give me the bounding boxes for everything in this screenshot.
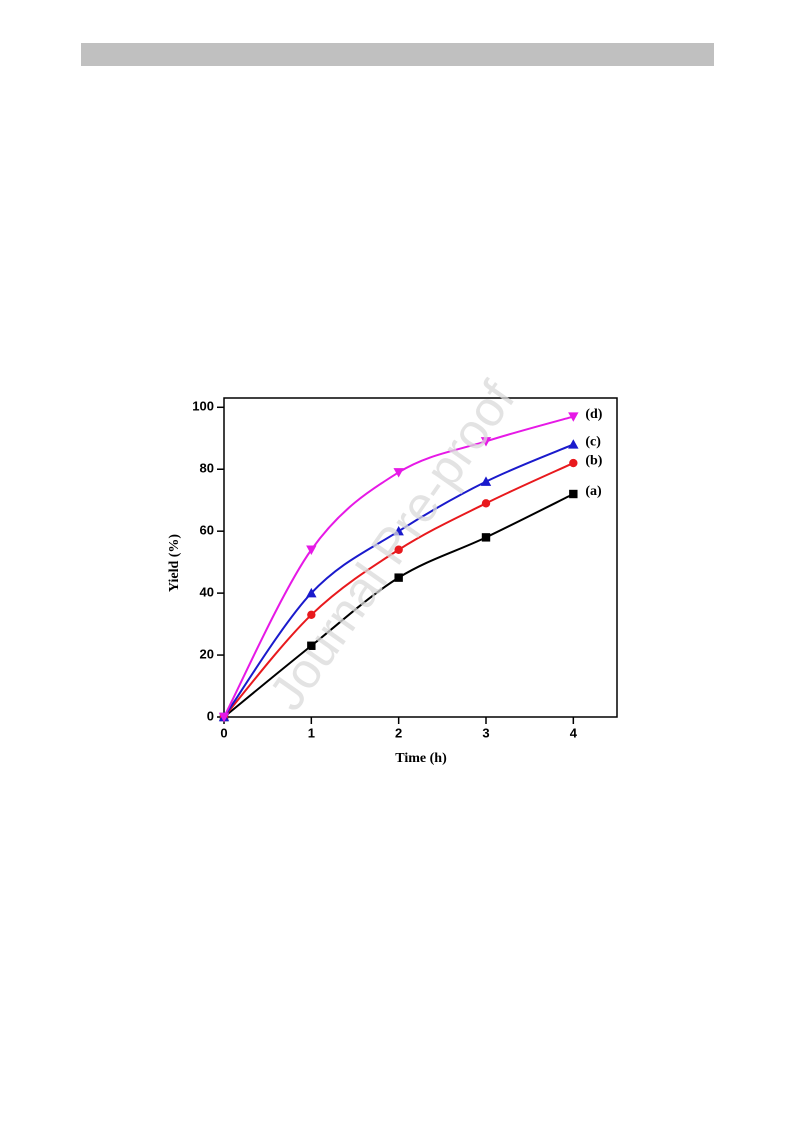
y-tick-label: 0 <box>207 708 214 723</box>
series-label: (c) <box>585 435 601 450</box>
marker <box>480 437 492 447</box>
marker <box>569 489 578 499</box>
header-bar <box>81 43 714 66</box>
marker <box>481 499 491 508</box>
series-label: (b) <box>585 453 602 468</box>
marker <box>218 712 230 723</box>
series-line <box>223 462 574 718</box>
marker <box>568 439 579 449</box>
marker <box>481 533 491 542</box>
series-label: (a) <box>585 484 602 499</box>
marker <box>394 573 403 582</box>
series-label: (d) <box>585 407 602 422</box>
marker <box>568 412 579 422</box>
marker <box>393 525 404 536</box>
marker <box>307 641 316 650</box>
marker <box>393 468 404 478</box>
marker <box>306 587 317 598</box>
x-tick-label: 1 <box>308 725 315 740</box>
marker <box>307 610 316 619</box>
series-line <box>223 415 574 718</box>
marker <box>394 545 403 554</box>
plot-frame <box>223 397 618 718</box>
y-tick-label: 100 <box>192 399 214 414</box>
x-tick-label: 4 <box>570 725 578 740</box>
x-tick-label: 2 <box>395 725 402 740</box>
y-tick-label: 60 <box>200 523 214 538</box>
y-axis-title: Yield (%) <box>167 534 182 593</box>
y-tick-label: 80 <box>200 461 214 476</box>
y-tick-label: 40 <box>200 585 214 600</box>
y-tick-label: 20 <box>200 646 214 661</box>
x-axis-title: Time (h) <box>395 751 447 766</box>
marker <box>306 545 317 555</box>
watermark: Journal Pre-proof <box>258 371 526 720</box>
x-tick-label: 3 <box>482 725 489 740</box>
x-tick-label: 0 <box>220 725 227 740</box>
marker <box>569 458 578 468</box>
marker <box>480 476 492 486</box>
